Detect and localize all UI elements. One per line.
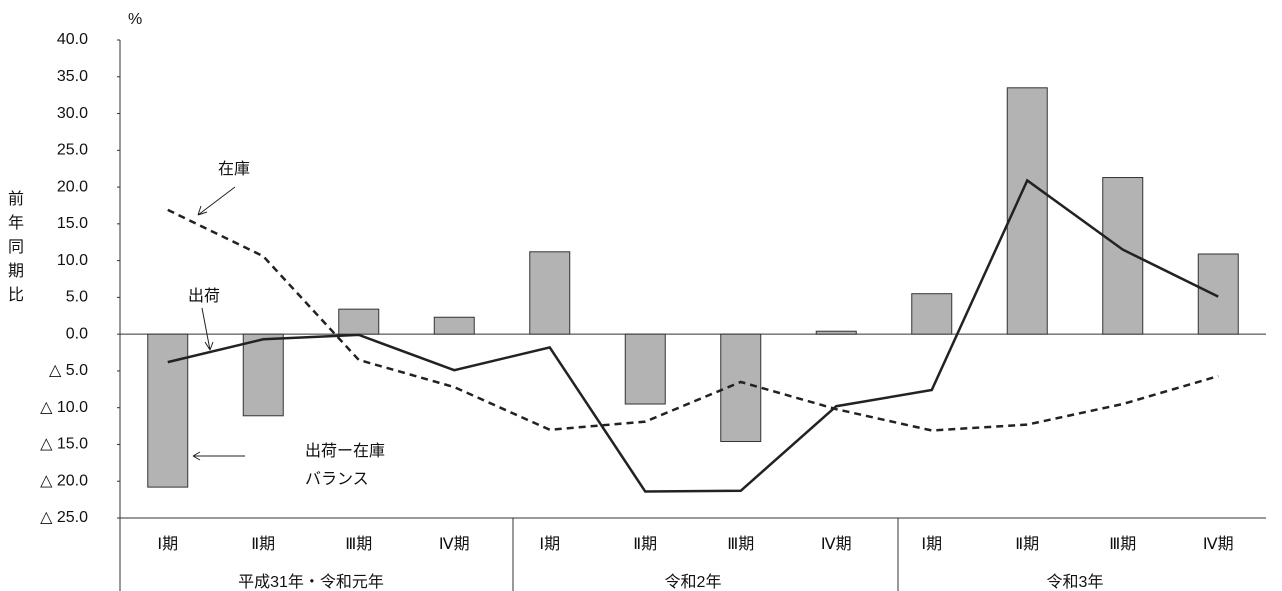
x-tick-label: Ⅲ期 bbox=[1109, 535, 1136, 553]
group-label: 令和3年 bbox=[1047, 573, 1104, 591]
y-tick-label: △ 10.0 bbox=[40, 399, 88, 416]
x-tick-label: Ⅰ期 bbox=[539, 535, 560, 553]
y-tick-label: 25.0 bbox=[57, 142, 88, 159]
y-tick-label: 20.0 bbox=[57, 178, 88, 195]
x-tick-label: Ⅲ期 bbox=[727, 535, 754, 553]
x-tick-label: Ⅳ期 bbox=[821, 535, 852, 553]
x-tick-label: Ⅳ期 bbox=[439, 535, 470, 553]
bar bbox=[815, 330, 857, 335]
bar bbox=[242, 333, 284, 417]
y-tick-label: 30.0 bbox=[57, 105, 88, 122]
y-tick-label: 40.0 bbox=[57, 31, 88, 48]
y-tick-label: 0.0 bbox=[66, 325, 88, 342]
y-tick-label: 15.0 bbox=[57, 215, 88, 232]
line bbox=[167, 178, 1219, 493]
x-tick-label: Ⅱ期 bbox=[633, 535, 657, 553]
bar bbox=[529, 251, 571, 335]
bar bbox=[720, 333, 762, 443]
x-tick-label: Ⅳ期 bbox=[1203, 535, 1234, 553]
x-tick-label: Ⅰ期 bbox=[157, 535, 178, 553]
series-annotation: 出荷 bbox=[188, 287, 220, 305]
x-tick-label: Ⅰ期 bbox=[921, 535, 942, 553]
x-tick-label: Ⅱ期 bbox=[251, 535, 275, 553]
x-tick-label: Ⅲ期 bbox=[345, 535, 372, 553]
y-tick-label: △ 25.0 bbox=[40, 509, 88, 526]
bar bbox=[911, 293, 953, 335]
y-unit: % bbox=[128, 11, 142, 28]
bar bbox=[147, 333, 189, 488]
group-label: 令和2年 bbox=[665, 573, 722, 591]
bar bbox=[1197, 253, 1239, 335]
y-tick-label: △ 5.0 bbox=[49, 362, 88, 379]
y-tick-label: 35.0 bbox=[57, 68, 88, 85]
y-tick-label: 10.0 bbox=[57, 252, 88, 269]
y-axis-label: 前年同期比 bbox=[8, 190, 24, 304]
series-annotation: 出荷ー在庫バランス bbox=[305, 442, 385, 488]
bar bbox=[433, 316, 475, 335]
bar bbox=[338, 308, 380, 335]
x-tick-label: Ⅱ期 bbox=[1015, 535, 1039, 553]
group-label: 平成31年・令和元年 bbox=[238, 573, 384, 591]
annotation-arrows bbox=[192, 186, 245, 461]
line bbox=[167, 208, 1219, 432]
y-tick-label: △ 15.0 bbox=[40, 436, 88, 453]
bar bbox=[624, 333, 666, 405]
y-tick-label: 5.0 bbox=[66, 289, 88, 306]
y-tick-label: △ 20.0 bbox=[40, 472, 88, 489]
series-annotation: 在庫 bbox=[218, 160, 250, 178]
